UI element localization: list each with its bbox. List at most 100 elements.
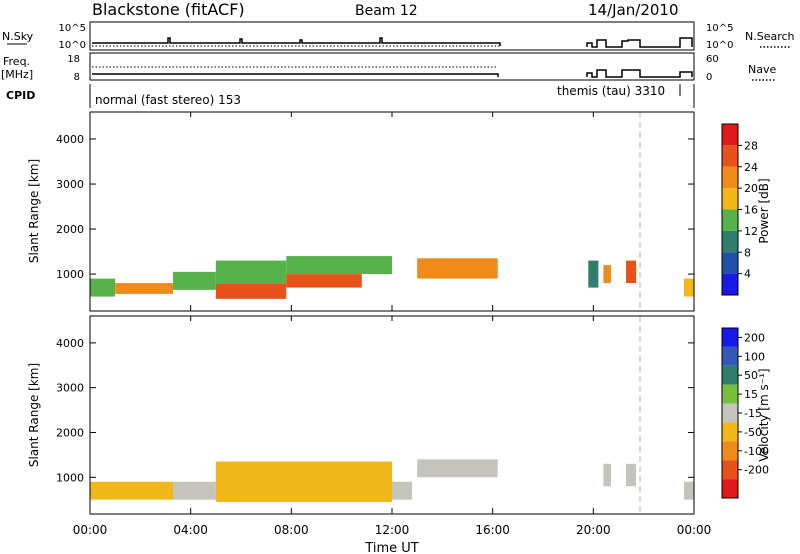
velocity-colorbar-tick-label: 15: [744, 388, 758, 401]
power-colorbar-tick-label: 16: [744, 204, 758, 217]
power-data-cell: [215, 283, 287, 299]
power-data-cell: [588, 260, 599, 288]
power-y-axis: 1000 2000 3000 4000: [56, 133, 694, 281]
x-tick-label: 04:00: [173, 523, 208, 537]
x-tick-label: 00:00: [677, 523, 712, 537]
velocity-colorbar-tick-label: -15: [744, 407, 762, 420]
power-ytick-label: 2000: [56, 223, 84, 236]
x-tick-label: 12:00: [375, 523, 410, 537]
velocity-y-axis: 1000 2000 3000 4000: [56, 337, 694, 484]
velocity-colorbar-swatch: [722, 441, 738, 461]
power-colorbar-swatch: [722, 188, 738, 210]
freq-label-line1: Freq.: [3, 55, 30, 68]
power-colorbar-tick-label: 12: [744, 225, 758, 238]
power-y-axis-label: Slant Range [km]: [27, 159, 41, 263]
velocity-ytick-label: 4000: [56, 337, 84, 350]
power-data-cell: [215, 260, 287, 284]
power-colorbar-swatch: [722, 252, 738, 274]
power-colorbar-tick-label: 24: [744, 161, 758, 174]
x-tick-label: 16:00: [475, 523, 510, 537]
power-colorbar-label: Power [dB]: [757, 178, 771, 243]
power-colorbar-tick-label: 20: [744, 182, 758, 195]
power-data-cell: [417, 258, 498, 279]
station-title: Blackstone (fitACF): [92, 0, 245, 19]
velocity-colorbar-swatch: [722, 384, 738, 404]
velocity-y-axis-label: Slant Range [km]: [27, 363, 41, 467]
power-data-cell: [115, 283, 174, 294]
power-ytick-label: 1000: [56, 268, 84, 281]
power-ytick-label: 4000: [56, 133, 84, 146]
nsky-left-tick-top: 10^5: [59, 23, 86, 34]
beam-label: Beam 12: [355, 3, 418, 19]
velocity-colorbar-swatch: [722, 422, 738, 442]
power-data-cell: [286, 274, 362, 288]
x-tick-label: 20:00: [576, 523, 611, 537]
velocity-cells: [90, 459, 694, 502]
velocity-panel: 1000 2000 3000 4000 Slant Range [km] 200 100…: [27, 315, 771, 515]
date-label: 14/Jan/2010: [588, 1, 679, 19]
nsky-right-tick-top: 10^5: [706, 23, 733, 34]
power-data-cell: [286, 256, 392, 275]
velocity-data-cell: [215, 461, 392, 502]
time-x-axis: 00:00 04:00 08:00 12:00 16:00 20:00 00:00: [73, 112, 712, 537]
velocity-colorbar-tick-label: 50: [744, 369, 758, 382]
velocity-colorbar-swatch: [722, 328, 738, 347]
nsky-label: N.Sky: [2, 30, 34, 43]
nsky-right-tick-bottom: 10^0: [706, 40, 733, 51]
power-colorbar-swatch: [722, 209, 738, 231]
power-colorbar-tick-label: 4: [744, 268, 751, 281]
power-colorbar-swatch: [722, 145, 738, 167]
nave-label: Nave: [748, 63, 776, 76]
freq-left-tick-top: 18: [67, 54, 80, 65]
velocity-ytick-label: 2000: [56, 426, 84, 439]
velocity-data-cell: [603, 463, 611, 487]
velocity-data-cell: [90, 481, 174, 500]
velocity-data-cell: [392, 481, 413, 500]
power-colorbar-swatch: [722, 124, 738, 146]
power-colorbar-tick-label: 8: [744, 246, 751, 259]
time-axis-label: Time UT: [364, 541, 418, 554]
x-tick-label: 08:00: [274, 523, 309, 537]
cpid-label: CPID: [6, 89, 35, 102]
power-colorbar-swatch: [722, 230, 738, 253]
power-panel: 1000 2000 3000 4000 Slant Range [km] 4 8 12 16…: [27, 111, 771, 312]
nave-right-tick-bottom: 0: [706, 72, 712, 83]
power-colorbar: 4 8 12 16 20 24 28: [721, 123, 758, 296]
freq-label-line2: [MHz]: [1, 68, 33, 81]
power-colorbar-tick-label: 28: [744, 139, 758, 152]
velocity-data-cell: [683, 481, 694, 500]
velocity-colorbar-swatch: [722, 365, 738, 385]
power-data-cell: [603, 265, 611, 284]
velocity-colorbar-tick-label: 200: [744, 331, 765, 344]
power-data-cell: [626, 260, 637, 284]
velocity-colorbar-label: Velocity [m s⁻¹]: [757, 368, 771, 461]
power-data-cell: [90, 278, 116, 297]
velocity-colorbar-swatch: [722, 460, 738, 480]
power-colorbar-swatch: [722, 166, 738, 189]
power-colorbar-swatch: [722, 273, 738, 295]
velocity-colorbar: 200 100 50 15 -15 -50 -100 -200: [721, 327, 769, 499]
x-tick-label: 00:00: [73, 523, 108, 537]
velocity-colorbar-tick-label: -100: [744, 445, 769, 458]
power-ytick-label: 3000: [56, 178, 84, 191]
freq-panel: Freq. [MHz] 18 8 60 0 Nave: [1, 52, 776, 83]
velocity-colorbar-swatch: [722, 479, 738, 498]
nsky-panel: N.Sky 10^5 10^0 10^5 10^0 N.Search: [2, 21, 795, 51]
cpid-mode-normal: normal (fast stereo) 153: [95, 93, 241, 107]
power-data-cell: [173, 271, 216, 290]
velocity-data-cell: [417, 459, 498, 478]
velocity-data-cell: [173, 481, 216, 500]
cpid-mode-themis: themis (tau) 3310: [557, 84, 665, 98]
velocity-colorbar-swatch: [722, 346, 738, 366]
nsearch-label: N.Search: [745, 30, 795, 43]
velocity-colorbar-tick-label: 100: [744, 350, 765, 363]
velocity-colorbar-tick-label: -50: [744, 426, 762, 439]
velocity-colorbar-tick-label: -200: [744, 464, 769, 477]
nave-right-tick-top: 60: [706, 54, 719, 65]
velocity-ytick-label: 3000: [56, 382, 84, 395]
power-cells: [90, 256, 694, 299]
velocity-data-cell: [626, 463, 637, 487]
power-data-cell: [683, 278, 694, 297]
nsky-left-tick-bottom: 10^0: [59, 40, 86, 51]
